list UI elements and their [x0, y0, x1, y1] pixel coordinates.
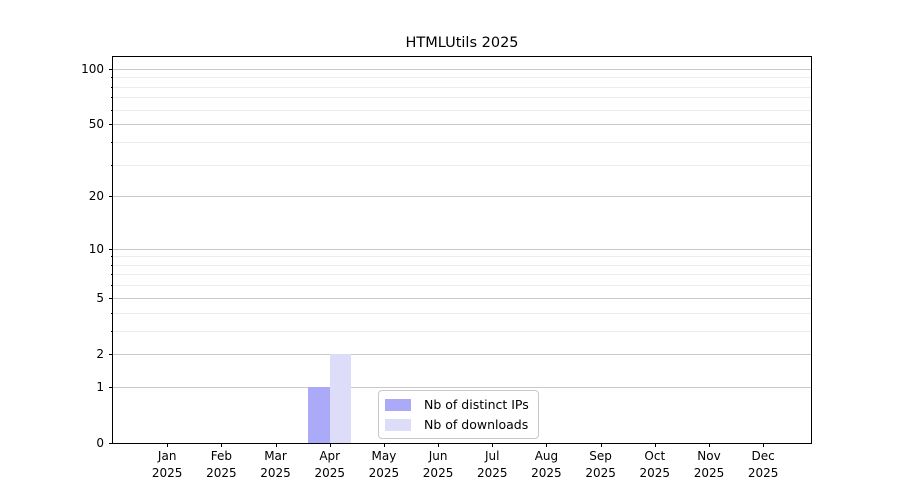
y-minor-tick-80	[110, 86, 113, 88]
y-minor-tick-6	[110, 285, 113, 287]
x-tick-label-nov: Nov 2025	[693, 449, 725, 480]
x-tick-sep	[600, 443, 602, 447]
y-tick-label-0: 0	[96, 436, 104, 450]
major-gridline-1	[113, 386, 811, 388]
x-tick-label-apr: Apr 2025	[314, 449, 345, 480]
legend-swatch-downloads	[385, 418, 411, 431]
major-gridline-5	[113, 297, 811, 299]
major-gridline-50	[113, 124, 811, 126]
minor-gridline-30	[113, 164, 811, 166]
legend-row-downloads: Nb of downloads	[385, 417, 529, 432]
bar-downloads-apr	[329, 353, 352, 443]
legend-label-distinct-ips: Nb of distinct IPs	[424, 397, 529, 412]
y-minor-tick-9	[110, 256, 113, 258]
y-tick-label-100: 100	[81, 61, 104, 76]
y-tick-5	[109, 297, 113, 299]
bar-distinct-ips-apr	[308, 386, 330, 443]
x-tick-apr	[329, 443, 331, 447]
y-tick-50	[109, 124, 113, 126]
x-tick-may	[383, 443, 385, 447]
minor-gridline-40	[113, 141, 811, 143]
x-tick-label-oct: Oct 2025	[639, 449, 671, 480]
y-tick-label-50: 50	[88, 117, 104, 132]
x-tick-label-sep: Sep 2025	[585, 449, 616, 480]
y-tick-2	[109, 353, 113, 355]
x-tick-label-jun: Jun 2025	[422, 449, 454, 480]
y-tick-20	[109, 196, 113, 198]
y-tick-1	[109, 386, 113, 388]
minor-gridline-8	[113, 264, 811, 266]
x-tick-label-dec: Dec 2025	[747, 449, 779, 480]
y-minor-tick-3	[110, 330, 113, 332]
y-minor-tick-60	[110, 109, 113, 111]
y-tick-label-2: 2	[96, 346, 104, 361]
y-tick-label-20: 20	[88, 189, 104, 204]
x-tick-feb	[221, 443, 223, 447]
y-minor-tick-30	[110, 164, 113, 166]
major-gridline-10	[113, 248, 811, 250]
x-tick-jun	[438, 443, 440, 447]
minor-gridline-60	[113, 109, 811, 111]
x-tick-mar	[275, 443, 277, 447]
y-tick-label-1: 1	[96, 379, 104, 394]
minor-gridline-6	[113, 285, 811, 287]
x-tick-jan	[167, 443, 169, 447]
x-tick-label-feb: Feb 2025	[206, 449, 237, 480]
minor-gridline-90	[113, 77, 811, 79]
minor-gridline-7	[113, 274, 811, 276]
x-tick-nov	[708, 443, 710, 447]
x-tick-jul	[492, 443, 494, 447]
chart-title: HTMLUtils 2025	[405, 35, 519, 51]
minor-gridline-9	[113, 256, 811, 258]
y-minor-tick-7	[110, 274, 113, 276]
y-minor-tick-90	[110, 77, 113, 79]
x-tick-label-jan: Jan 2025	[151, 449, 183, 480]
legend: Nb of distinct IPs Nb of downloads	[378, 390, 539, 439]
y-minor-tick-4	[110, 312, 113, 314]
x-tick-label-mar: Mar 2025	[260, 449, 291, 480]
y-minor-tick-8	[110, 264, 113, 266]
y-tick-100	[109, 68, 113, 70]
y-minor-tick-40	[110, 141, 113, 143]
x-tick-label-aug: Aug 2025	[531, 449, 562, 480]
x-tick-dec	[763, 443, 765, 447]
legend-swatch-distinct-ips	[385, 398, 411, 411]
minor-gridline-4	[113, 312, 811, 314]
axes-spines	[112, 56, 812, 444]
major-gridline-20	[113, 196, 811, 198]
minor-gridline-3	[113, 330, 811, 332]
legend-row-distinct-ips: Nb of distinct IPs	[385, 397, 529, 412]
x-tick-oct	[654, 443, 656, 447]
y-tick-10	[109, 248, 113, 250]
major-gridline-100	[113, 68, 811, 70]
y-tick-0	[109, 443, 113, 444]
legend-label-downloads: Nb of downloads	[424, 417, 529, 432]
y-minor-tick-70	[110, 97, 113, 99]
x-tick-label-may: May 2025	[368, 449, 400, 480]
y-tick-label-5: 5	[96, 290, 104, 305]
x-tick-aug	[546, 443, 548, 447]
major-gridline-2	[113, 353, 811, 355]
x-tick-label-jul: Jul 2025	[476, 449, 508, 480]
y-tick-label-10: 10	[88, 241, 104, 256]
minor-gridline-70	[113, 97, 811, 99]
minor-gridline-80	[113, 86, 811, 88]
